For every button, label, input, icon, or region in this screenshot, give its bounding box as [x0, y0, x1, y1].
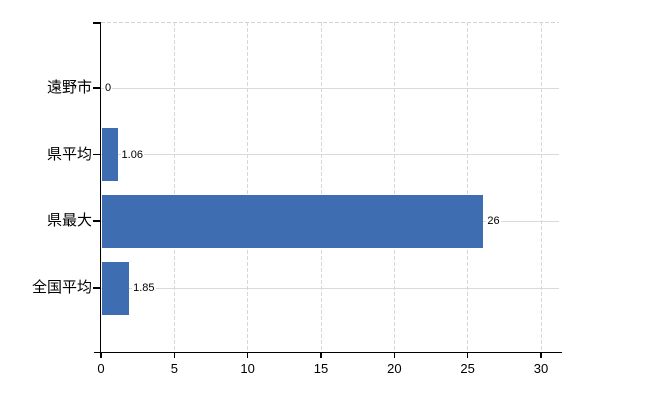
- x-axis-tick: [173, 353, 176, 358]
- x-tick-label: 15: [313, 361, 329, 376]
- h-gridline: [101, 87, 559, 89]
- h-gridline: [101, 287, 559, 289]
- x-tick-label: 30: [533, 361, 549, 376]
- bar-value-label: 1.06: [120, 147, 144, 162]
- v-gridline: [467, 22, 469, 352]
- bar-value-label: 1.85: [132, 281, 156, 295]
- bar: [102, 128, 118, 181]
- y-axis-tick: [93, 87, 101, 89]
- x-axis: [94, 351, 562, 353]
- y-axis-top-tick: [93, 22, 101, 24]
- y-axis-tick: [93, 287, 101, 289]
- bar: [102, 194, 484, 248]
- x-tick-label: 5: [170, 361, 178, 376]
- v-gridline: [173, 22, 175, 352]
- x-tick-label: 10: [240, 361, 255, 376]
- x-axis-tick: [246, 353, 249, 358]
- category-label: 遠野市: [46, 79, 92, 96]
- x-axis-tick: [320, 353, 322, 358]
- x-tick-label: 20: [387, 361, 402, 376]
- v-gridline: [247, 22, 249, 352]
- v-gridline: [393, 22, 395, 352]
- category-label: 全国平均: [31, 279, 92, 296]
- category-label: 県最大: [46, 212, 92, 229]
- y-axis-tick: [93, 220, 101, 222]
- x-axis-tick: [100, 353, 102, 358]
- v-gridline: [540, 22, 542, 352]
- bar: [102, 261, 130, 315]
- y-axis-tick: [93, 153, 101, 155]
- plot-top-border: [101, 22, 559, 23]
- v-gridline: [320, 22, 322, 352]
- x-axis-tick: [466, 353, 469, 358]
- x-axis-tick: [540, 353, 542, 358]
- x-axis-tick: [393, 353, 396, 358]
- y-axis: [99, 22, 101, 352]
- h-gridline: [101, 154, 559, 155]
- bar-value-label: 26: [486, 214, 501, 228]
- bar-value-label: 0: [104, 81, 113, 95]
- x-tick-label: 0: [97, 361, 105, 376]
- x-tick-label: 25: [460, 361, 475, 376]
- category-label: 県平均: [46, 145, 92, 163]
